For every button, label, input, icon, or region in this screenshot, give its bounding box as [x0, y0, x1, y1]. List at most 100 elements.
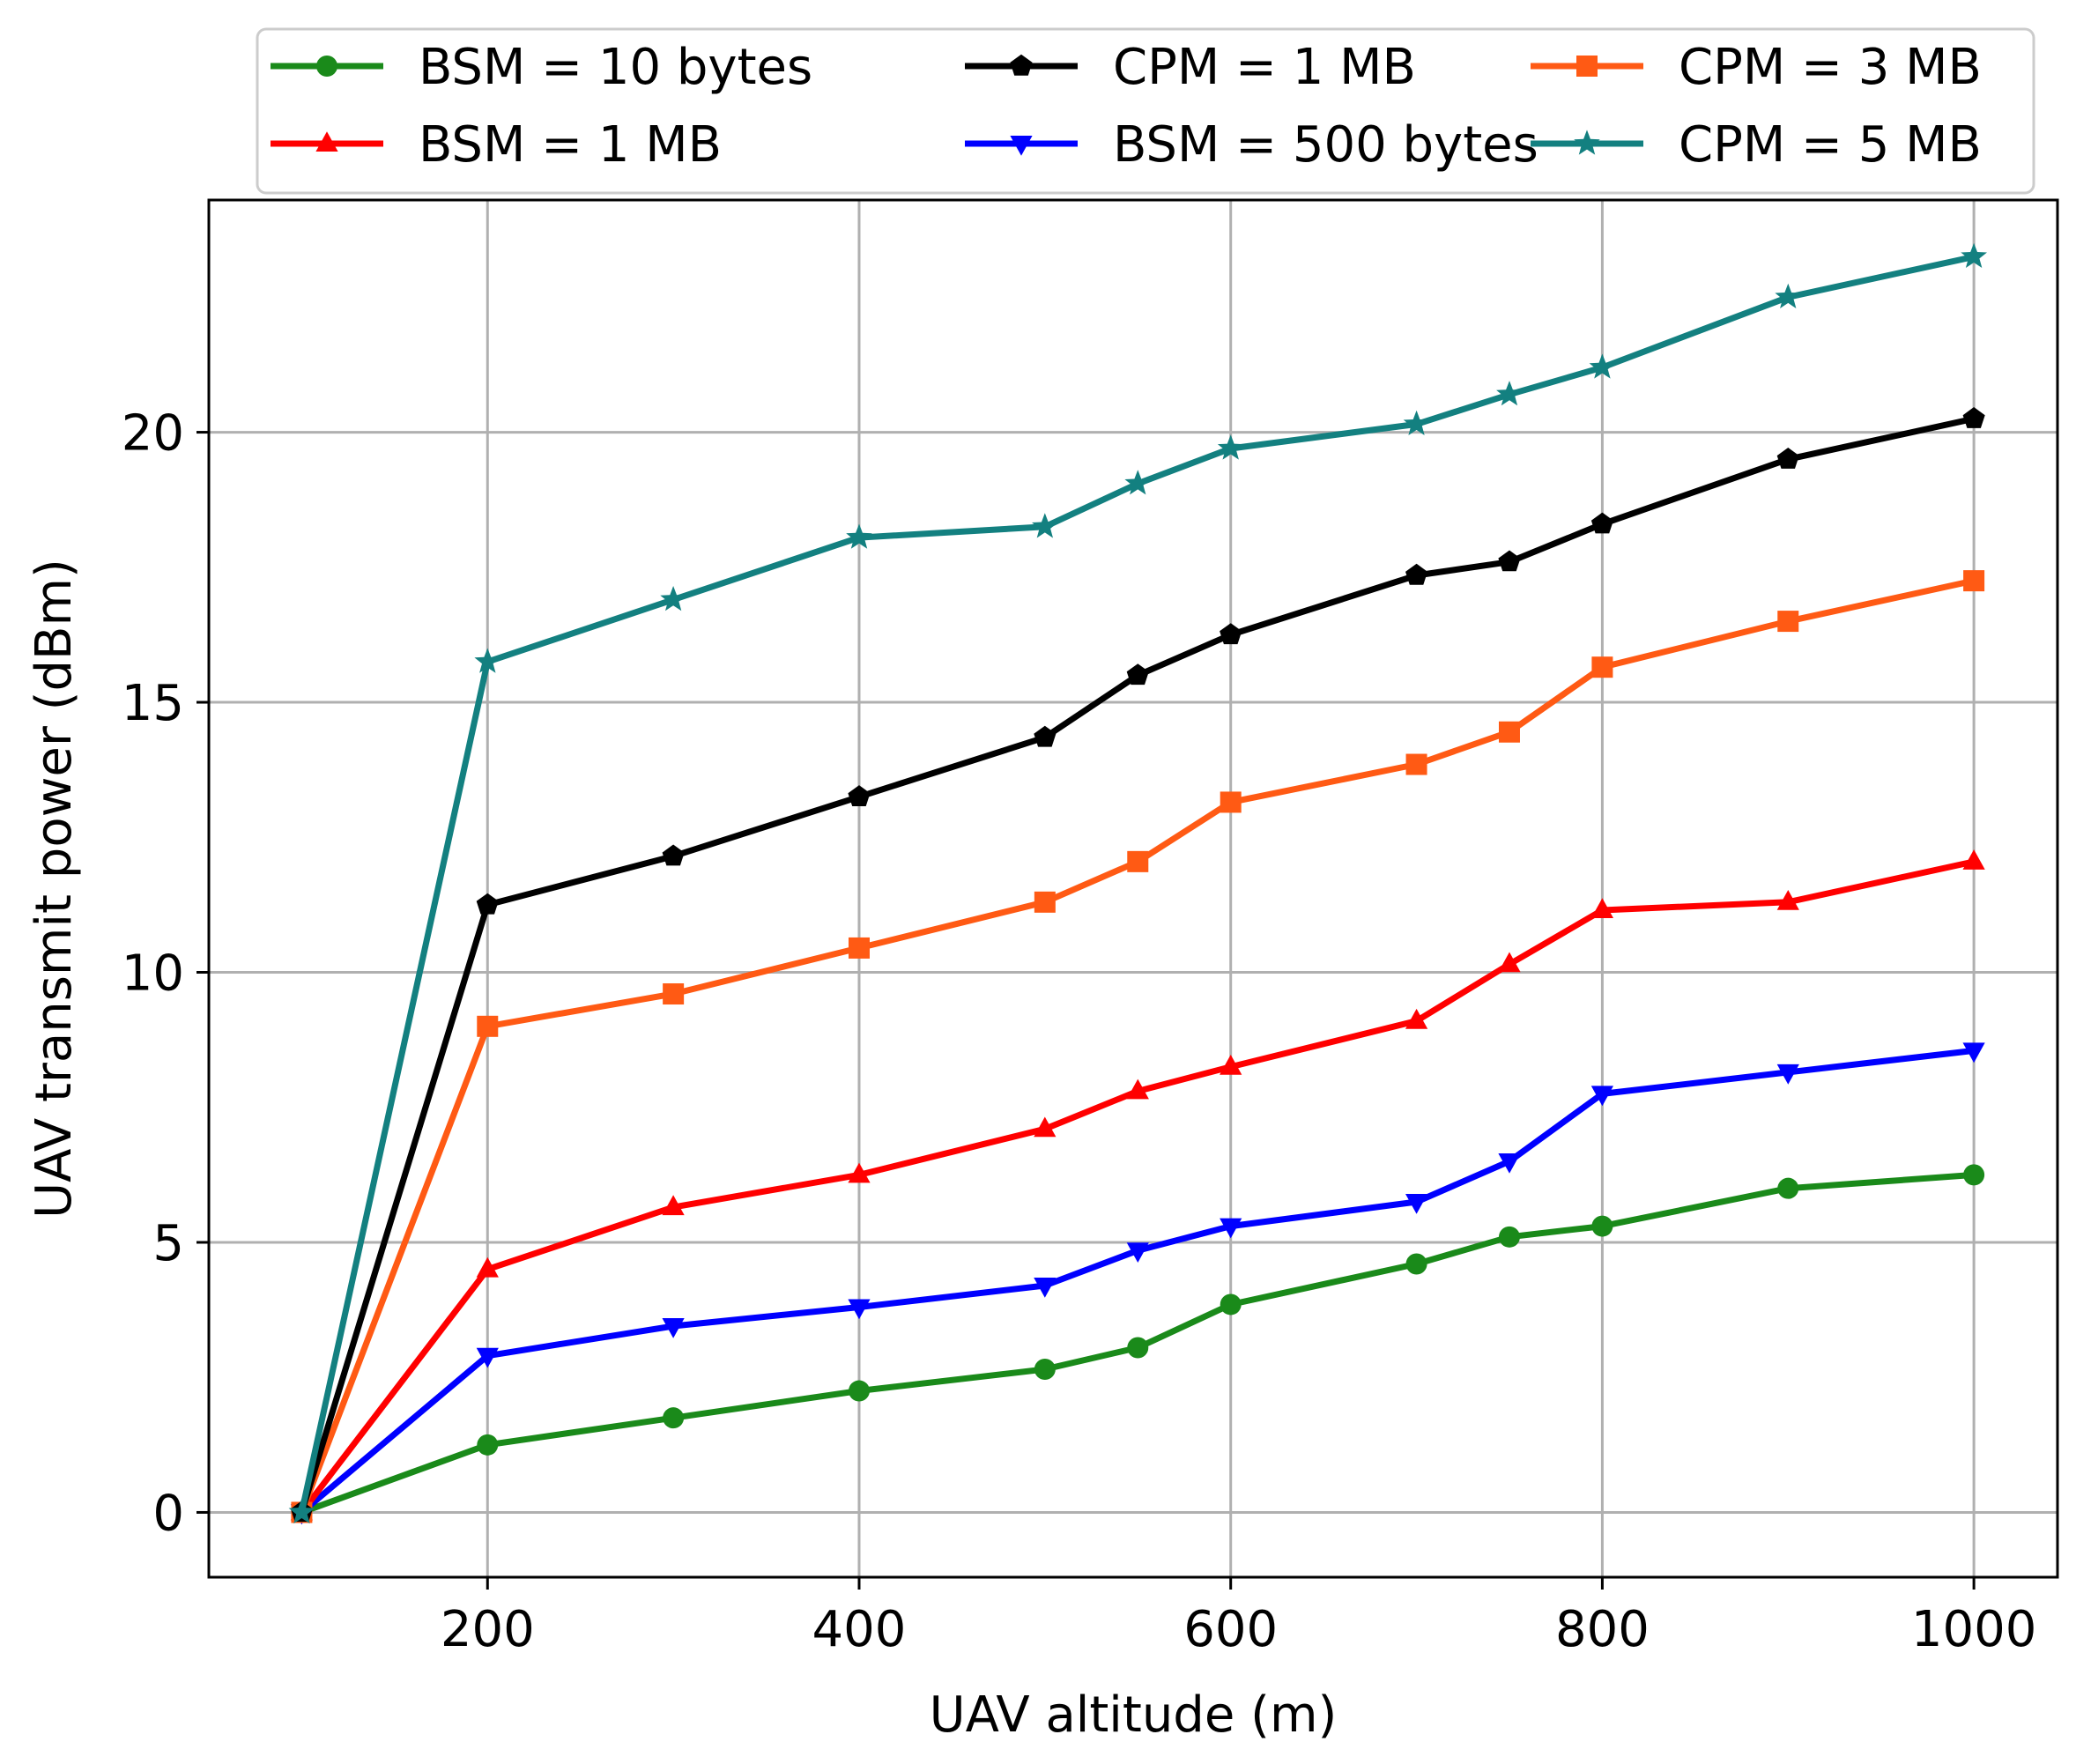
series-lines — [288, 242, 1987, 1525]
plot-frame — [207, 198, 2059, 1579]
legend-item-2: BSM = 1 MB — [271, 116, 722, 174]
series-3-point-4 — [1034, 891, 1056, 913]
series-5-point-9 — [1589, 353, 1616, 379]
legend-swatch-marker-1 — [1010, 136, 1033, 156]
x-tick-label-600: 600 — [1183, 1601, 1278, 1658]
series-0-point-11 — [1963, 1164, 1985, 1186]
series-4-point-2 — [662, 844, 685, 866]
series-3-point-10 — [1777, 611, 1799, 633]
series-3-point-9 — [1591, 656, 1613, 678]
series-4-point-7 — [1405, 563, 1428, 585]
legend-label-2: BSM = 1 MB — [419, 116, 722, 174]
series-2-point-8 — [1498, 952, 1521, 973]
legend-item-0: BSM = 10 bytes — [271, 39, 812, 96]
y-tick-label-0: 0 — [152, 1485, 184, 1542]
y-tick-label-15: 15 — [122, 675, 184, 732]
series-1 — [290, 1042, 1985, 1525]
series-line-1 — [300, 1047, 1975, 1516]
series-1-point-5 — [1126, 1242, 1149, 1263]
series-1-point-7 — [1405, 1194, 1428, 1214]
series-4 — [290, 407, 1985, 1523]
series-4-point-8 — [1498, 550, 1521, 572]
series-1-point-2 — [662, 1318, 685, 1338]
series-0-point-2 — [663, 1407, 685, 1429]
series-3 — [291, 570, 1985, 1523]
series-line-4 — [299, 415, 1975, 1514]
series-0-point-5 — [1127, 1337, 1149, 1359]
series-1-point-11 — [1962, 1042, 1985, 1064]
legend-swatch-marker-2 — [315, 131, 338, 152]
legend-item-1: BSM = 500 bytes — [965, 116, 1538, 174]
series-0-point-8 — [1498, 1226, 1520, 1248]
series-2-point-9 — [1590, 898, 1613, 918]
series-2-point-4 — [1034, 1116, 1057, 1138]
series-1-point-10 — [1776, 1064, 1799, 1085]
series-3-point-5 — [1127, 850, 1149, 872]
series-4-point-1 — [476, 893, 499, 915]
series-2-point-5 — [1126, 1078, 1149, 1100]
x-tick-label-1000: 1000 — [1911, 1601, 2037, 1658]
series-5-point-10 — [1775, 283, 1802, 308]
legend-label-0: BSM = 10 bytes — [419, 39, 812, 96]
grid — [209, 200, 2057, 1577]
series-3-point-7 — [1405, 753, 1427, 775]
x-tick-label-800: 800 — [1555, 1601, 1650, 1658]
series-line-2 — [299, 858, 1975, 1515]
legend-swatch-marker-5 — [1574, 130, 1600, 155]
series-2-point-1 — [476, 1256, 499, 1278]
legend-label-1: BSM = 500 bytes — [1113, 116, 1538, 174]
series-4-point-10 — [1776, 448, 1799, 469]
series-1-point-6 — [1220, 1218, 1242, 1239]
y-tick-label-20: 20 — [122, 405, 184, 463]
series-5-point-3 — [846, 523, 872, 549]
series-0-point-3 — [848, 1380, 870, 1402]
series-5-point-7 — [1403, 410, 1430, 435]
series-3-point-8 — [1498, 721, 1520, 743]
series-5-point-0 — [288, 1498, 315, 1524]
series-3-point-11 — [1963, 570, 1985, 592]
legend-swatch-marker-0 — [316, 56, 337, 77]
legend: BSM = 10 bytes BSM = 1 MB CPM = 1 MB BSM = … — [256, 27, 2035, 195]
legend-swatch-marker-3 — [1576, 56, 1598, 77]
series-1-point-1 — [476, 1347, 499, 1368]
series-0-point-10 — [1777, 1177, 1799, 1199]
series-5-point-5 — [1124, 470, 1152, 495]
legend-item-4: CPM = 1 MB — [965, 39, 1416, 96]
series-0-point-4 — [1034, 1359, 1056, 1381]
series-4-point-5 — [1126, 663, 1149, 686]
series-2-point-3 — [848, 1162, 871, 1183]
y-axis-title: UAV transmit power (dBm) — [26, 559, 83, 1219]
series-4-point-9 — [1590, 512, 1613, 534]
series-4-point-6 — [1220, 623, 1242, 645]
series-1-point-4 — [1034, 1278, 1057, 1298]
x-tick-label-200: 200 — [441, 1601, 535, 1658]
y-tick-label-5: 5 — [152, 1215, 184, 1272]
series-2 — [290, 849, 1985, 1521]
series-3-point-3 — [848, 937, 870, 959]
series-4-point-11 — [1962, 407, 1985, 428]
series-2-point-11 — [1962, 849, 1985, 870]
series-5-point-11 — [1961, 242, 1987, 268]
series-1-point-8 — [1498, 1153, 1521, 1174]
y-tick-label-10: 10 — [122, 945, 184, 1003]
series-line-0 — [300, 1171, 1975, 1516]
series-4-point-4 — [1034, 725, 1057, 747]
series-0-point-7 — [1405, 1253, 1427, 1275]
series-4-point-3 — [848, 785, 871, 806]
series-0-point-9 — [1591, 1215, 1613, 1237]
series-line-3 — [299, 577, 1975, 1514]
series-5-point-6 — [1217, 434, 1244, 460]
legend-swatch-marker-4 — [1010, 54, 1033, 76]
series-1-point-9 — [1590, 1086, 1613, 1107]
x-tick-label-400: 400 — [812, 1601, 907, 1658]
legend-label-3: CPM = 3 MB — [1679, 39, 1982, 96]
series-3-point-6 — [1220, 791, 1242, 813]
legend-label-5: CPM = 5 MB — [1679, 116, 1982, 174]
series-3-point-2 — [663, 983, 685, 1005]
legend-item-3: CPM = 3 MB — [1531, 39, 1982, 96]
series-0-point-6 — [1220, 1293, 1242, 1316]
series-2-point-10 — [1776, 890, 1799, 910]
series-2-point-7 — [1405, 1008, 1428, 1029]
